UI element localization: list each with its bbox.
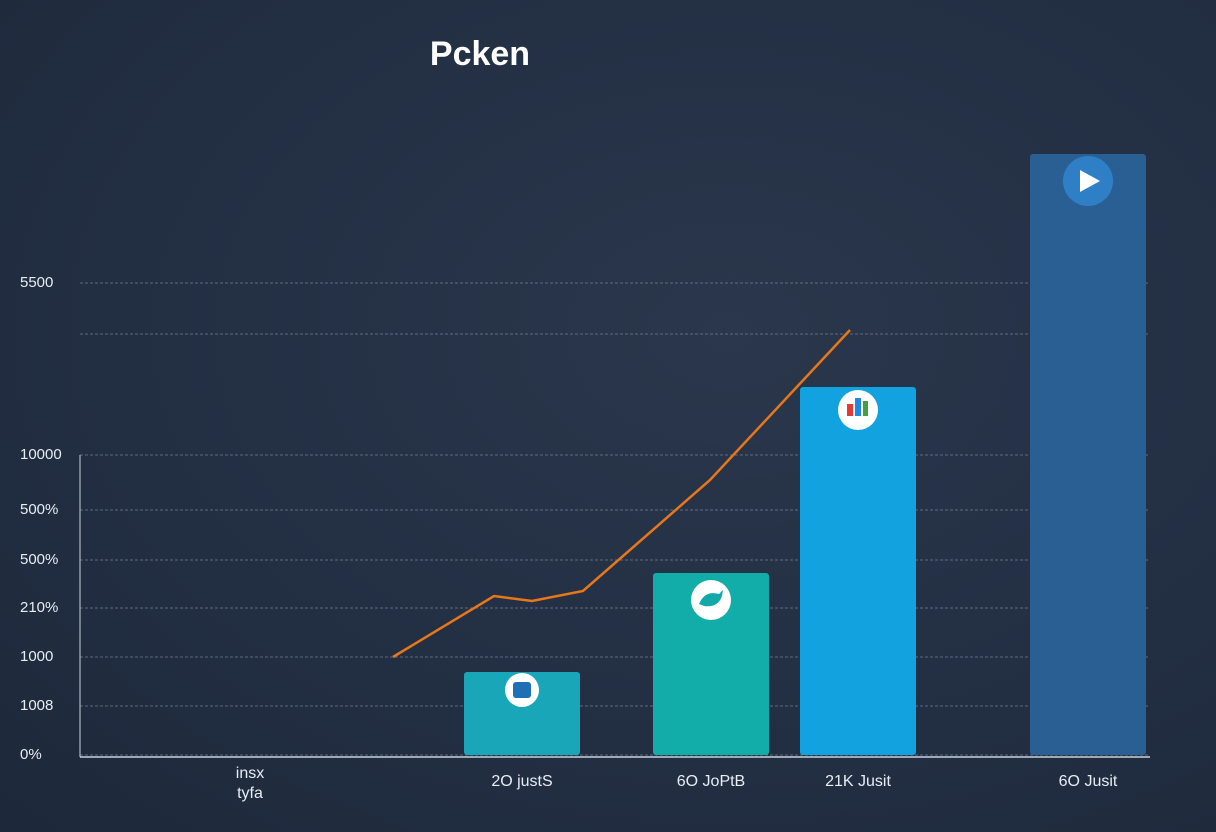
icon (513, 682, 531, 698)
bar (800, 387, 916, 755)
icons (505, 156, 1113, 707)
bars (392, 154, 1146, 755)
y-tick-label: 10000 (20, 446, 62, 463)
y-tick-label: 5500 (20, 274, 53, 291)
x-tick-label: 21K Jusit (825, 773, 891, 790)
icon (1080, 170, 1100, 192)
y-tick-label: 0% (20, 746, 42, 763)
x-tick-label: 6O Jusit (1058, 773, 1118, 790)
bar (464, 672, 580, 755)
icon (847, 404, 853, 416)
y-tick-label: 500% (20, 551, 58, 568)
y-tick-label: 210% (20, 599, 58, 616)
bar (653, 573, 769, 755)
icon (863, 401, 868, 416)
y-tick-label: 1008 (20, 697, 53, 714)
line (392, 329, 851, 659)
chart-title: Pcken (430, 35, 530, 73)
y-tick-label: 1000 (20, 648, 53, 665)
x-tick-label: insx tyfa (235, 765, 265, 802)
grid (80, 282, 1150, 756)
x-tick-label: 6O JoPtB (676, 773, 746, 790)
x-tick-label: 2O justS (491, 773, 553, 790)
bar (1030, 154, 1146, 755)
icon (699, 590, 723, 607)
icon (855, 398, 861, 416)
y-tick-label: 500% (20, 501, 58, 518)
